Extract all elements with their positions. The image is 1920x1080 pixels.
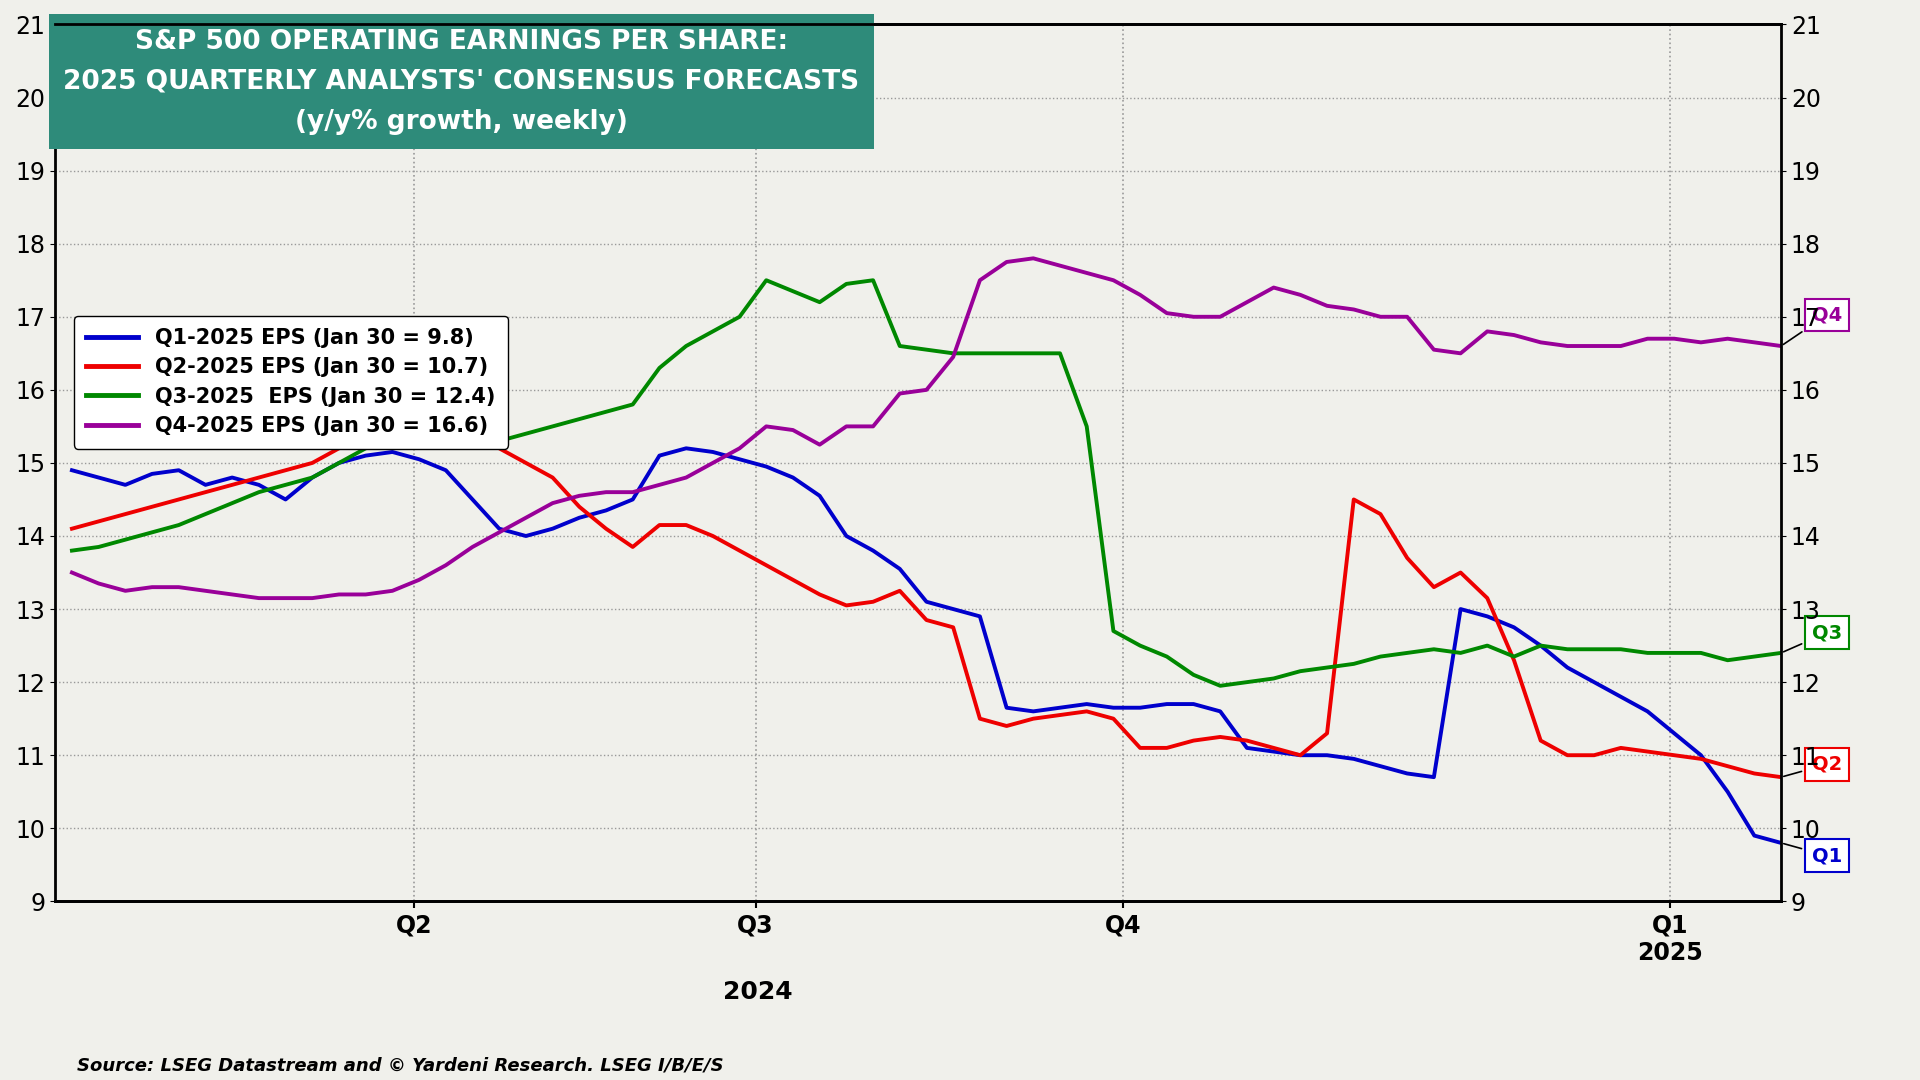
Text: Q2: Q2 xyxy=(1784,755,1841,777)
Legend: Q1-2025 EPS (Jan 30 = 9.8), Q2-2025 EPS (Jan 30 = 10.7), Q3-2025  EPS (Jan 30 = : Q1-2025 EPS (Jan 30 = 9.8), Q2-2025 EPS … xyxy=(73,315,509,448)
Text: Q4: Q4 xyxy=(1784,306,1841,345)
Text: Q1: Q1 xyxy=(1784,843,1841,865)
Text: 2024: 2024 xyxy=(724,981,793,1004)
Text: Q3: Q3 xyxy=(1784,623,1841,652)
Text: Source: LSEG Datastream and © Yardeni Research. LSEG I/B/E/S: Source: LSEG Datastream and © Yardeni Re… xyxy=(77,1056,724,1075)
Text: S&P 500 OPERATING EARNINGS PER SHARE:
2025 QUARTERLY ANALYSTS' CONSENSUS FORECAS: S&P 500 OPERATING EARNINGS PER SHARE: 20… xyxy=(63,29,860,135)
